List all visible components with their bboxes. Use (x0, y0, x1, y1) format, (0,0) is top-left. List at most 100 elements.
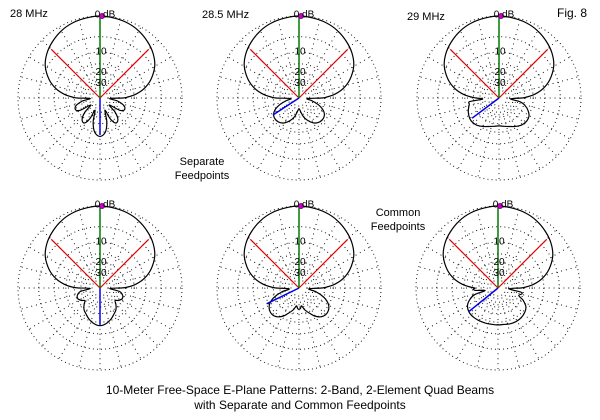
common-feedpoints-line1: Common (375, 207, 421, 219)
angle-grid-spoke (502, 113, 521, 178)
angle-grid-spoke (306, 301, 341, 360)
angle-grid-spoke (257, 301, 292, 360)
separate-feedpoints-label: Separate Feedpoints (147, 155, 257, 183)
angle-grid-spoke (310, 299, 358, 347)
angle-grid-spoke (312, 56, 371, 91)
angle-grid-spoke (476, 303, 495, 368)
angle-grid-spoke (314, 76, 379, 95)
angle-grid-spoke (113, 295, 172, 330)
angle-grid-spoke (457, 26, 492, 85)
beamwidth-line (50, 238, 101, 289)
radiation-pattern-trace (44, 15, 156, 138)
angle-grid-spoke (310, 109, 358, 157)
angle-grid-spoke (505, 301, 540, 360)
common-feedpoints-label: Common Feedpoints (343, 206, 453, 234)
angle-grid-spoke (20, 266, 85, 285)
angle-grid-spoke (302, 18, 321, 83)
angle-grid-spoke (115, 101, 180, 120)
angle-grid-spoke (103, 113, 122, 178)
angle-grid-spoke (456, 216, 491, 275)
angle-grid-spoke (418, 266, 483, 285)
caption-line1: 10-Meter Free-Space E-Plane Patterns: 2-… (105, 383, 495, 397)
angle-grid-spoke (511, 246, 570, 281)
angle-grid-spoke (28, 295, 87, 330)
zero-db-marker-icon (297, 12, 304, 19)
cursor-line (272, 97, 300, 116)
radiation-pattern-trace (442, 205, 554, 326)
angle-grid-spoke (41, 299, 89, 347)
db-scale-label: 30 (294, 268, 306, 279)
angle-grid-spoke (506, 111, 541, 170)
angle-grid-spoke (439, 299, 487, 347)
angle-grid-spoke (107, 216, 142, 275)
angle-grid-spoke (20, 76, 85, 95)
angle-grid-spoke (505, 216, 540, 275)
angle-grid-spoke (314, 266, 379, 285)
angle-grid-spoke (227, 105, 286, 140)
beamwidth-line (448, 238, 499, 289)
angle-grid-spoke (58, 216, 93, 275)
angle-grid-spoke (115, 76, 180, 95)
angle-grid-spoke (240, 299, 288, 347)
db-grid-ring (264, 253, 334, 323)
zero-db-label: 0 dB (95, 10, 116, 21)
angle-grid-spoke (427, 56, 486, 91)
angle-grid-spoke (115, 291, 180, 310)
angle-grid-spoke (426, 246, 485, 281)
beamwidth-line (99, 238, 150, 289)
angle-grid-spoke (20, 101, 85, 120)
zero-db-label: 0 dB (294, 10, 315, 21)
angle-grid-spoke (426, 295, 485, 330)
angle-grid-spoke (501, 208, 520, 273)
angle-grid-spoke (306, 216, 341, 275)
angle-grid-spoke (277, 303, 296, 368)
angle-grid-spoke (510, 109, 558, 157)
angle-grid-spoke (312, 105, 371, 140)
beamwidth-line (449, 48, 500, 99)
angle-grid-spoke (227, 295, 286, 330)
caption-line2: with Separate and Common Feedpoints (194, 398, 406, 412)
angle-grid-spoke (111, 299, 159, 347)
angle-grid-spoke (476, 208, 495, 273)
beamwidth-line (50, 48, 101, 99)
db-scale-label: 10 (95, 237, 107, 248)
beamwidth-line (249, 48, 300, 99)
zero-db-label: 0 dB (493, 200, 514, 211)
angle-grid-spoke (219, 291, 284, 310)
angle-grid-spoke (20, 291, 85, 310)
angle-grid-spoke (257, 111, 292, 170)
cursor-line (471, 97, 500, 119)
angle-grid-spoke (418, 291, 483, 310)
db-scale-label: 30 (95, 268, 107, 279)
angle-grid-spoke (312, 246, 371, 281)
radiation-pattern-trace (243, 205, 355, 318)
angle-grid-spoke (41, 109, 89, 157)
angle-grid-spoke (78, 303, 97, 368)
beamwidth-line (497, 238, 548, 289)
angle-grid-spoke (103, 303, 122, 368)
angle-grid-spoke (107, 111, 142, 170)
db-scale-label: 20 (95, 257, 107, 268)
db-scale-label: 10 (95, 47, 107, 58)
radiation-pattern-trace (443, 15, 555, 128)
zero-db-marker-icon (497, 12, 504, 19)
cursor-line (266, 287, 300, 305)
angle-grid-spoke (513, 266, 578, 285)
angle-grid-spoke (506, 26, 541, 85)
angle-grid-spoke (511, 295, 570, 330)
freq-label-28.5mhz: 28.5 MHz (202, 9, 250, 21)
angle-grid-spoke (419, 76, 484, 95)
angle-grid-spoke (115, 266, 180, 285)
radiation-pattern-trace (243, 15, 355, 124)
separate-feedpoints-line2: Feedpoints (174, 170, 230, 182)
beamwidth-line (298, 48, 349, 99)
freq-label-28mhz: 28 MHz (10, 8, 48, 20)
angle-grid-spoke (111, 109, 159, 157)
angle-grid-spoke (312, 295, 371, 330)
angle-grid-spoke (277, 113, 296, 178)
beamwidth-line (99, 48, 150, 99)
angle-grid-spoke (501, 303, 520, 368)
